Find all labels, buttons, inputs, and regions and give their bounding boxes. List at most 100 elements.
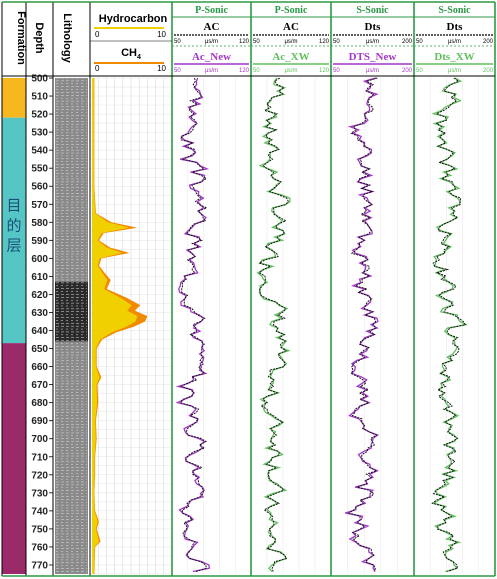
scale-max-1: 200 xyxy=(483,39,494,45)
scale-max-2: 200 xyxy=(402,68,413,74)
scale-max-2: 120 xyxy=(319,68,330,74)
scale-max-2: 120 xyxy=(239,68,250,74)
depth-tick-590: 590 xyxy=(31,236,48,247)
formation-zone-1 xyxy=(2,117,26,344)
curve-name-2: Ac_XW xyxy=(272,51,309,63)
scale-min-2: 50 xyxy=(333,68,340,74)
scale-unit-2: μs/m xyxy=(284,68,297,74)
depth-tick-620: 620 xyxy=(31,290,48,301)
depth-tick-530: 530 xyxy=(31,128,48,139)
scale-unit-2: μs/m xyxy=(366,68,379,74)
scale-unit-2: μs/m xyxy=(205,68,218,74)
scale-max-1: 120 xyxy=(319,39,330,45)
depth-tick-520: 520 xyxy=(31,110,48,121)
scale-unit-1: μs/m xyxy=(366,39,379,45)
scale-min-2: 50 xyxy=(416,68,423,74)
depth-tick-730: 730 xyxy=(31,488,48,499)
sonic-track-3 xyxy=(429,77,480,574)
depth-tick-640: 640 xyxy=(31,326,48,337)
sonic-header-3: S-Sonic Dts 50 μs/m 200 Dts_XW 50 μs/m 200 xyxy=(414,5,495,74)
scale-min-2: 50 xyxy=(253,68,260,74)
depth-tick-570: 570 xyxy=(31,200,48,211)
depth-tick-510: 510 xyxy=(31,92,48,103)
sonic-tracks xyxy=(175,77,480,574)
sonic-header-2: S-Sonic Dts 50 μs/m 200 DTS_New 50 μs/m 200 xyxy=(331,5,414,74)
scale-min-2: 50 xyxy=(174,68,181,74)
formation-track: 目的层 Formation xyxy=(2,11,27,574)
scale-max-1: 120 xyxy=(239,39,250,45)
curve-AC-0 xyxy=(179,77,208,572)
sonic-track-2 xyxy=(345,77,398,574)
depth-tick-720: 720 xyxy=(31,470,48,481)
depth-tick-610: 610 xyxy=(31,272,48,283)
depth-tick-770: 770 xyxy=(31,560,48,571)
depth-tick-560: 560 xyxy=(31,182,48,193)
depth-title: Depth xyxy=(33,22,45,53)
curve-Dts-2 xyxy=(347,77,378,572)
curve-name-2: DTS_New xyxy=(349,51,397,63)
ch4-max: 10 xyxy=(157,64,166,73)
scale-unit-1: μs/m xyxy=(284,39,297,45)
sonic-header-0: P-Sonic AC 50 μs/m 120 Ac_New 50 μs/m 120 xyxy=(172,5,251,74)
depth-tick-740: 740 xyxy=(31,506,48,517)
scale-min-1: 50 xyxy=(174,39,181,45)
curve-name-1: Dts xyxy=(365,21,382,33)
depth-track: Depth 500 510 520 530 540 550 560 570 580 590 600 61… xyxy=(31,22,53,571)
curve-AC-1 xyxy=(258,77,289,572)
hydrocarbon-track xyxy=(90,77,172,575)
hydrocarbon-min: 0 xyxy=(95,30,100,39)
curve-Dts-3 xyxy=(431,77,467,572)
hydrocarbon-title: Hydrocarbon xyxy=(99,13,168,25)
scale-unit-1: μs/m xyxy=(448,39,461,45)
depth-tick-650: 650 xyxy=(31,344,48,355)
track-group-label: P-Sonic xyxy=(195,5,228,16)
formation-label: 目的层 xyxy=(6,197,21,254)
track-group-label: S-Sonic xyxy=(438,5,471,16)
lithology-title: Lithology xyxy=(61,13,73,63)
curve-name-1: AC xyxy=(204,21,220,33)
sonic-track-1 xyxy=(256,77,316,574)
scale-min-1: 50 xyxy=(333,39,340,45)
scale-min-1: 50 xyxy=(253,39,260,45)
sonic-track-0 xyxy=(175,77,236,574)
formation-zone-2 xyxy=(2,343,26,574)
depth-tick-760: 760 xyxy=(31,542,48,553)
scale-max-1: 200 xyxy=(402,39,413,45)
curve-name-1: Dts xyxy=(447,21,464,33)
scale-unit-1: μs/m xyxy=(205,39,218,45)
depth-tick-680: 680 xyxy=(31,398,48,409)
sonic-header-1: P-Sonic AC 50 μs/m 120 Ac_XW 50 μs/m 120 xyxy=(251,5,331,74)
track-headers: Hydrocarbon 0 10 CH4 0 10 P-Sonic AC 50 μs/m 120 Ac… xyxy=(90,5,495,74)
hydrocarbon-curve xyxy=(92,78,138,574)
depth-tick-550: 550 xyxy=(31,164,48,175)
curve-name-2: Dts_XW xyxy=(434,51,474,63)
track-group-label: P-Sonic xyxy=(275,5,308,16)
ch4-title: CH4 xyxy=(121,47,141,61)
depth-tick-690: 690 xyxy=(31,416,48,427)
depth-tick-700: 700 xyxy=(31,434,48,445)
scale-min-1: 50 xyxy=(416,39,423,45)
depth-tick-750: 750 xyxy=(31,524,48,535)
scale-unit-2: μs/m xyxy=(448,68,461,74)
depth-tick-660: 660 xyxy=(31,362,48,373)
depth-tick-670: 670 xyxy=(31,380,48,391)
track-group-label: S-Sonic xyxy=(356,5,389,16)
curve-name-1: AC xyxy=(283,21,299,33)
depth-tick-540: 540 xyxy=(31,146,48,157)
curve-name-2: Ac_New xyxy=(192,51,231,63)
depth-tick-500: 500 xyxy=(31,74,48,85)
depth-tick-580: 580 xyxy=(31,218,48,229)
formation-zone-0 xyxy=(2,78,26,118)
curve-Ac_XW xyxy=(256,77,291,572)
hydrocarbon-max: 10 xyxy=(157,30,166,39)
depth-tick-710: 710 xyxy=(31,452,48,463)
lithology-track: Lithology xyxy=(55,13,88,574)
depth-tick-600: 600 xyxy=(31,254,48,265)
scale-max-2: 200 xyxy=(483,68,494,74)
depth-tick-630: 630 xyxy=(31,308,48,319)
ch4-min: 0 xyxy=(95,64,100,73)
formation-title: Formation xyxy=(15,11,27,65)
